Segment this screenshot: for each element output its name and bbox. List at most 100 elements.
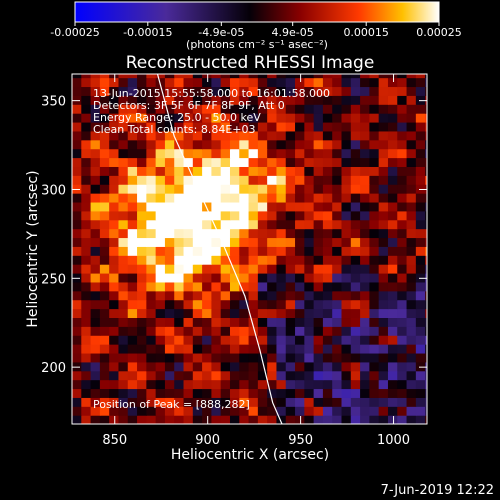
heatmap-cell [192,344,203,354]
heatmap-cell [229,397,240,407]
heatmap-cell [164,228,175,239]
heatmap-cell [202,184,212,194]
heatmap-cell [99,246,110,256]
heatmap-cell [127,326,138,336]
heatmap-cell [220,77,231,88]
heatmap-cell [146,352,157,363]
heatmap-cell [415,281,426,292]
heatmap-cell [239,74,250,79]
heatmap-cell [285,121,296,132]
heatmap-cell [239,326,250,336]
heatmap-cell [239,308,250,319]
heatmap-cell [90,370,101,381]
heatmap-cell [248,326,259,336]
heatmap-cell [81,148,92,159]
heatmap-cell [350,237,361,247]
heatmap-cell [211,281,222,292]
heatmap-cell [81,361,92,372]
heatmap-cell [304,193,315,203]
heatmap-cell [406,121,417,132]
heatmap-cell [146,317,157,327]
heatmap-cell [99,397,110,407]
heatmap-cell [81,77,92,88]
heatmap-cell [192,281,203,292]
heatmap-cell [90,308,101,319]
heatmap-cell [229,326,240,336]
heatmap-cell [90,281,101,292]
heatmap-cell [276,148,287,159]
heatmap-cell [109,193,120,203]
heatmap-cell [174,139,185,150]
heatmap-cell [295,264,305,274]
heatmap-cell [257,148,268,159]
heatmap-cell [127,361,138,372]
heatmap-cell [313,246,324,256]
heatmap-cell [313,184,324,194]
heatmap-cell [387,281,398,292]
heatmap-cell [415,246,426,256]
heatmap-cell [146,290,157,301]
heatmap-cell [378,201,389,212]
heatmap-cell [229,370,240,381]
heatmap-cell [285,352,296,363]
heatmap-cell [99,361,110,372]
heatmap-cell [360,317,370,327]
heatmap-cell [285,317,296,327]
heatmap-cell [127,175,138,185]
heatmap-cell [81,130,92,141]
heatmap-cell [257,95,268,105]
heatmap-cell [192,335,203,345]
heatmap-cell [350,104,361,114]
heatmap-cell [239,246,250,256]
heatmap-cell [90,157,101,167]
heatmap-cell [248,361,259,372]
heatmap-cell [295,148,305,159]
heatmap-cell [72,290,82,301]
heatmap-cell [137,370,147,381]
heatmap-cell [192,86,203,96]
heatmap-cell [81,201,92,212]
heatmap-cell [341,317,352,327]
heatmap-cell [109,210,120,221]
heatmap-cell [164,335,175,345]
heatmap-cell [99,86,110,96]
heatmap-cell [202,77,212,88]
heatmap-cell [155,184,166,194]
heatmap-cell [313,237,324,247]
heatmap-cell [295,193,305,203]
heatmap-cell [406,74,417,79]
heatmap-cell [211,308,222,319]
heatmap-cell [220,113,231,123]
heatmap-cell [90,130,101,141]
heatmap-cell [350,201,361,212]
heatmap-cell [285,281,296,292]
heatmap-cell [313,370,324,381]
heatmap-cell [220,361,231,372]
heatmap-cell [211,255,222,265]
heatmap-cell [229,95,240,105]
heatmap-cell [406,264,417,274]
heatmap-cell [378,210,389,221]
heatmap-cell [99,193,110,203]
heatmap-cell [378,95,389,105]
heatmap-cell [90,228,101,239]
y-axis-label: Heliocentric Y (arcsec) [25,170,41,327]
heatmap-cell [183,74,194,79]
heatmap-cell [397,272,408,283]
heatmap-cell [415,388,426,398]
heatmap-cell [127,104,138,114]
heatmap-cell [276,157,287,167]
heatmap-cell [229,228,240,239]
heatmap-cell [146,237,157,247]
heatmap-cell [202,308,212,319]
heatmap-cell [341,121,352,132]
heatmap-cell [341,175,352,185]
heatmap-cell [220,308,231,319]
heatmap-cell [155,246,166,256]
heatmap-cell [313,175,324,185]
heatmap-cell [229,361,240,372]
heatmap-cell [164,308,175,319]
heatmap-cell [378,344,389,354]
heatmap-cell [341,379,352,390]
heatmap-cell [397,74,408,79]
